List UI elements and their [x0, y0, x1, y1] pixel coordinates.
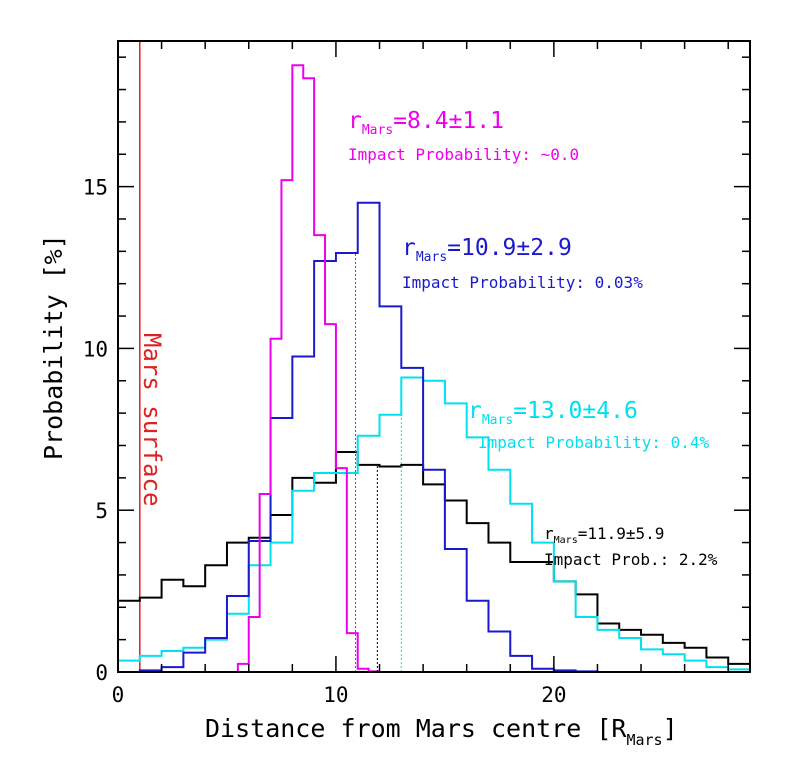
annotation-black-r-value: =11.9±5.9 [578, 524, 665, 543]
tick-labels: 0 10 20 0 5 10 15 [83, 176, 567, 707]
y-tick-label: 10 [83, 337, 108, 361]
series-magenta-histogram [236, 64, 391, 673]
annotation-blue-r-prefix: r [402, 235, 416, 261]
annotation-magenta-r-value: =8.4±1.1 [393, 108, 504, 134]
x-axis-label: Distance from Mars centre [RMars] [205, 714, 678, 749]
annotation-black-impact: Impact Prob.: 2.2% [544, 550, 718, 569]
annotation-magenta-r-prefix: r [348, 108, 362, 134]
series-black-histogram [117, 450, 751, 672]
annotation-magenta-impact: Impact Probability: ~0.0 [348, 145, 579, 164]
x-tick-label: 0 [112, 683, 125, 707]
y-axis-label: Probability [%] [39, 234, 68, 460]
annotation-cyan-r-prefix: r [468, 398, 482, 424]
annotation-cyan-r-sub: Mars [482, 413, 513, 428]
annotation-blue-r-value: =10.9±2.9 [447, 235, 572, 261]
annotation-cyan: rMars=13.0±4.6 Impact Probability: 0.4% [468, 398, 710, 452]
x-axis-label-close: ] [663, 714, 678, 743]
annotation-cyan-impact: Impact Probability: 0.4% [478, 433, 710, 452]
annotation-blue-r-sub: Mars [416, 250, 447, 265]
axis-ticks [117, 41, 750, 673]
mars-surface-label: Mars surface [138, 333, 166, 506]
annotation-magenta-r: rMars=8.4±1.1 [348, 108, 504, 138]
x-tick-label: 10 [323, 683, 348, 707]
annotation-black-r-sub: Mars [554, 535, 578, 546]
x-axis-label-sub: Mars [626, 731, 662, 749]
plot-frame [117, 40, 751, 673]
annotation-black-r: rMars=11.9±5.9 [544, 524, 664, 546]
y-tick-label: 15 [83, 176, 108, 200]
plot-area [117, 41, 751, 673]
annotation-cyan-r-value: =13.0±4.6 [513, 398, 638, 424]
annotation-blue-r: rMars=10.9±2.9 [402, 235, 572, 265]
annotation-magenta-r-sub: Mars [362, 123, 393, 138]
annotation-cyan-r: rMars=13.0±4.6 [468, 398, 638, 428]
annotation-blue-impact: Impact Probability: 0.03% [402, 273, 643, 292]
annotation-black-r-prefix: r [544, 524, 554, 543]
x-tick-label: 20 [541, 683, 566, 707]
annotation-black: rMars=11.9±5.9 Impact Prob.: 2.2% [544, 524, 718, 569]
annotation-magenta: rMars=8.4±1.1 Impact Probability: ~0.0 [348, 108, 579, 164]
y-tick-label: 0 [95, 661, 108, 685]
x-axis-label-main: Distance from Mars centre [R [205, 714, 627, 743]
series-cyan-histogram [117, 376, 751, 672]
annotation-blue: rMars=10.9±2.9 Impact Probability: 0.03% [402, 235, 643, 292]
y-tick-label: 5 [95, 499, 108, 523]
